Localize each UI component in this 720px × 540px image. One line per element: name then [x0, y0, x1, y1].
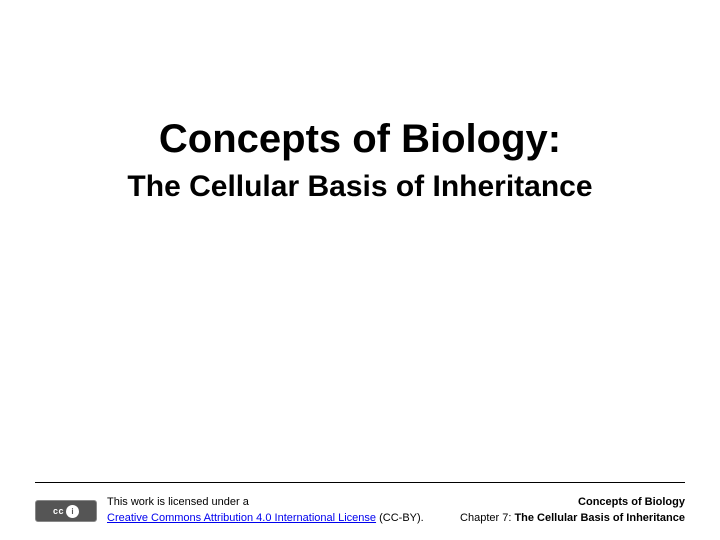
footer-right: Concepts of Biology Chapter 7: The Cellu…: [460, 495, 685, 526]
license-intro: This work is licensed under a: [107, 495, 424, 510]
license-line2: Creative Commons Attribution 4.0 Interna…: [107, 511, 424, 526]
cc-text-icon: cc: [53, 506, 64, 516]
license-text-block: This work is licensed under a Creative C…: [107, 495, 424, 526]
footer-divider: [35, 482, 685, 483]
main-title: Concepts of Biology:: [0, 115, 720, 163]
title-block: Concepts of Biology: The Cellular Basis …: [0, 115, 720, 206]
footer-left: cc i This work is licensed under a Creat…: [35, 495, 424, 526]
cc-by-icon: i: [66, 505, 79, 518]
book-title: Concepts of Biology: [460, 495, 685, 510]
license-suffix: (CC-BY).: [376, 512, 424, 524]
chapter-line: Chapter 7: The Cellular Basis of Inherit…: [460, 511, 685, 526]
license-link[interactable]: Creative Commons Attribution 4.0 Interna…: [107, 512, 376, 524]
subtitle: The Cellular Basis of Inheritance: [0, 167, 720, 206]
cc-license-badge: cc i: [35, 500, 97, 522]
chapter-prefix: Chapter 7:: [460, 512, 514, 524]
footer: cc i This work is licensed under a Creat…: [35, 495, 685, 526]
chapter-name: The Cellular Basis of Inheritance: [514, 512, 685, 524]
